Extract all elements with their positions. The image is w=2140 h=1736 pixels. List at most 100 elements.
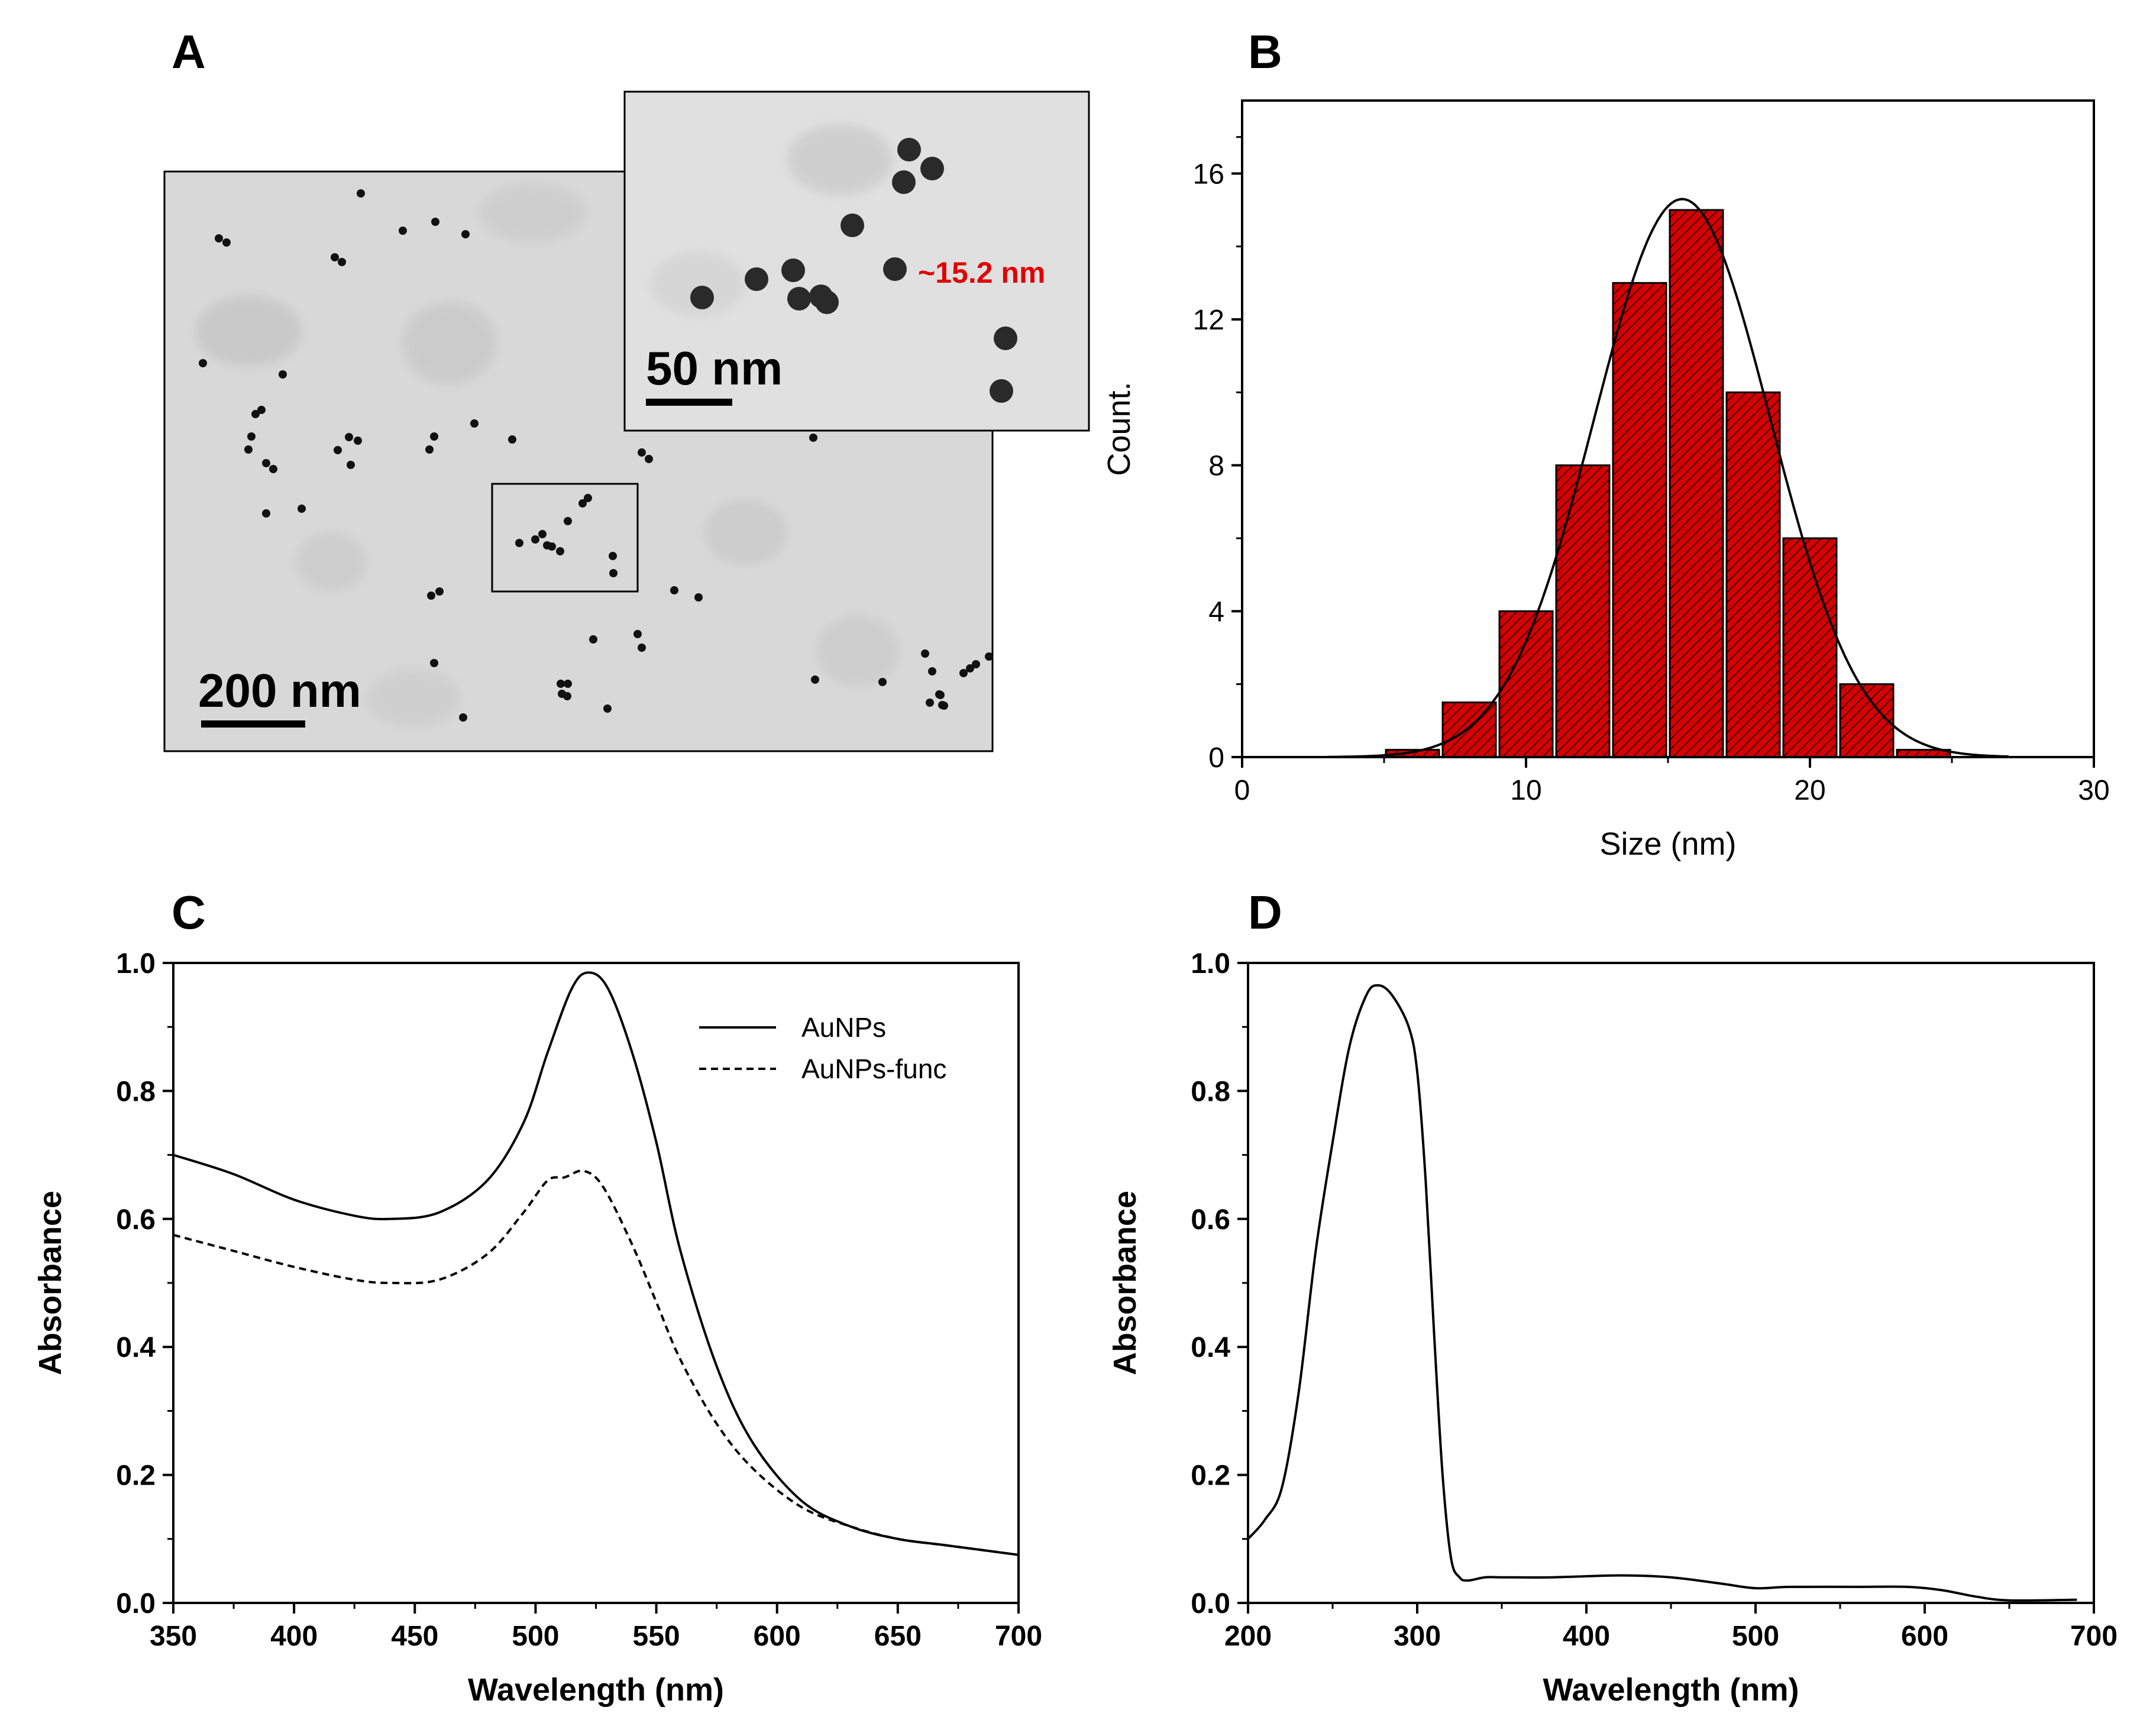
x-tick-label: 650 <box>874 1621 922 1652</box>
y-tick-label: 16 <box>1193 159 1224 190</box>
particle-dot <box>556 547 564 555</box>
panel-letter-b: B <box>1248 25 1282 78</box>
particle-dot <box>928 667 936 675</box>
absorbance-chart-d: 200 300 400 500 600 700 0.0 0.2 0.4 0.6 0.8 1.0 Wav… <box>1107 948 2118 1708</box>
tem-inset-image: 50 nm ~15.2 nm <box>623 90 1090 432</box>
particle-dot <box>262 459 270 467</box>
particle-dot <box>603 704 612 713</box>
histogram-bar <box>1669 209 1724 758</box>
x-tick-label: 700 <box>2070 1621 2118 1652</box>
particle-dot <box>815 290 839 314</box>
x-tick-label: 200 <box>1224 1621 1272 1652</box>
particle-dot <box>279 370 287 379</box>
particle-dot <box>690 286 714 309</box>
particle-dot <box>938 701 946 709</box>
histogram-axes: 0 10 20 30 0 4 8 12 16 <box>1193 99 2110 806</box>
y-tick-label: 12 <box>1193 305 1224 336</box>
histogram-x-axis-title: Size (nm) <box>1599 826 1736 862</box>
histogram-bar <box>1498 610 1554 758</box>
particle-dot <box>257 406 266 414</box>
chart-d-x-axis-title: Wavelength (nm) <box>1543 1672 1799 1708</box>
chart-d-y-axis-title: Absorbance <box>1107 1191 1143 1375</box>
scale-bar-inset-label: 50 nm <box>646 342 783 395</box>
particle-dot <box>841 214 864 237</box>
y-tick-label: 1.0 <box>116 948 156 979</box>
particle-dot <box>609 552 617 560</box>
particle-dot <box>431 218 439 226</box>
particle-dot <box>298 505 306 513</box>
absorbance-lines-c <box>173 971 1019 1556</box>
particle-dot <box>584 494 592 502</box>
legend-label-aunps-func: AuNPs-func <box>801 1053 946 1084</box>
particle-dot <box>994 326 1017 350</box>
scale-bar-main-label: 200 nm <box>198 664 361 717</box>
particle-dot <box>538 530 547 538</box>
particle-dot <box>563 692 571 700</box>
histogram-bars <box>1385 209 1951 758</box>
y-tick-label: 0.2 <box>1191 1460 1230 1492</box>
particle-dot <box>781 258 805 282</box>
histogram-bar <box>1782 537 1838 758</box>
absorbance-chart-c: 350 400 450 500 550 600 650 700 0.0 0.2 0.4 0.6 0.8 1… <box>33 948 1042 1708</box>
panel-letter-d: D <box>1248 886 1282 939</box>
tem-inset-particles <box>690 138 1017 403</box>
particle-dot <box>972 660 980 668</box>
x-tick-label: 400 <box>1563 1621 1610 1652</box>
x-tick-label: 0 <box>1234 775 1250 806</box>
histogram-chart: 0 10 20 30 0 4 8 12 16 Size (nm) Count. <box>1101 99 2110 862</box>
particle-dot <box>745 267 768 291</box>
x-tick-label: 500 <box>1732 1621 1779 1652</box>
y-tick-label: 0.6 <box>116 1204 156 1236</box>
absorbance-axes-d: 200 300 400 500 600 700 0.0 0.2 0.4 0.6 0.8 1.0 <box>1191 948 2118 1652</box>
particle-dot <box>515 539 523 547</box>
particle-dot <box>990 379 1013 403</box>
panel-a: A 200 nm <box>163 25 1090 752</box>
particle-dot <box>985 652 993 661</box>
y-tick-label: 4 <box>1208 596 1224 628</box>
x-tick-label: 700 <box>995 1621 1042 1652</box>
absorbance-axes-c: 350 400 450 500 550 600 650 700 0.0 0.2 0.4 0.6 0.8 1… <box>116 948 1042 1652</box>
particle-dot <box>935 690 943 699</box>
x-tick-label: 400 <box>270 1621 318 1652</box>
particle-dot <box>897 138 921 161</box>
x-tick-label: 500 <box>512 1621 559 1652</box>
particle-dot <box>435 587 444 596</box>
tem-background-texture <box>195 183 899 728</box>
particle-dot <box>959 669 968 677</box>
particle-dot <box>531 535 539 544</box>
particle-dot <box>222 238 231 247</box>
particle-dot <box>892 170 916 194</box>
particle-dot <box>427 591 435 600</box>
y-tick-label: 0.8 <box>1191 1076 1230 1107</box>
particle-dot <box>920 157 944 180</box>
particle-dot <box>966 664 974 673</box>
y-tick-label: 1.0 <box>1191 948 1230 979</box>
particle-dot <box>430 432 438 441</box>
y-tick-label: 0 <box>1208 742 1224 774</box>
y-tick-label: 8 <box>1208 451 1224 482</box>
particle-dot <box>199 359 207 367</box>
series-line-aunps <box>173 971 1019 1556</box>
particle-dot <box>670 586 678 594</box>
particle-dot <box>251 410 260 418</box>
particle-dot <box>345 433 353 441</box>
particle-size-label: ~15.2 nm <box>918 256 1045 289</box>
particle-dot <box>262 509 270 518</box>
particle-dot <box>557 680 565 688</box>
y-tick-label: 0.2 <box>116 1460 156 1492</box>
x-tick-label: 600 <box>754 1621 801 1652</box>
particle-dot <box>347 461 355 469</box>
x-tick-label: 20 <box>1794 775 1825 806</box>
legend: AuNPs AuNPs-func <box>699 1012 946 1084</box>
particle-dot <box>694 593 703 602</box>
x-tick-label: 450 <box>391 1621 438 1652</box>
particle-dot <box>578 499 587 507</box>
particle-dot <box>638 448 646 457</box>
gaussian-fit-line <box>1327 198 2009 758</box>
histogram-bar <box>1441 701 1497 758</box>
particle-dot <box>787 287 811 311</box>
particle-dot <box>269 465 277 473</box>
particle-dot <box>338 258 346 266</box>
particle-dot <box>548 542 556 551</box>
particle-dot <box>461 230 470 238</box>
